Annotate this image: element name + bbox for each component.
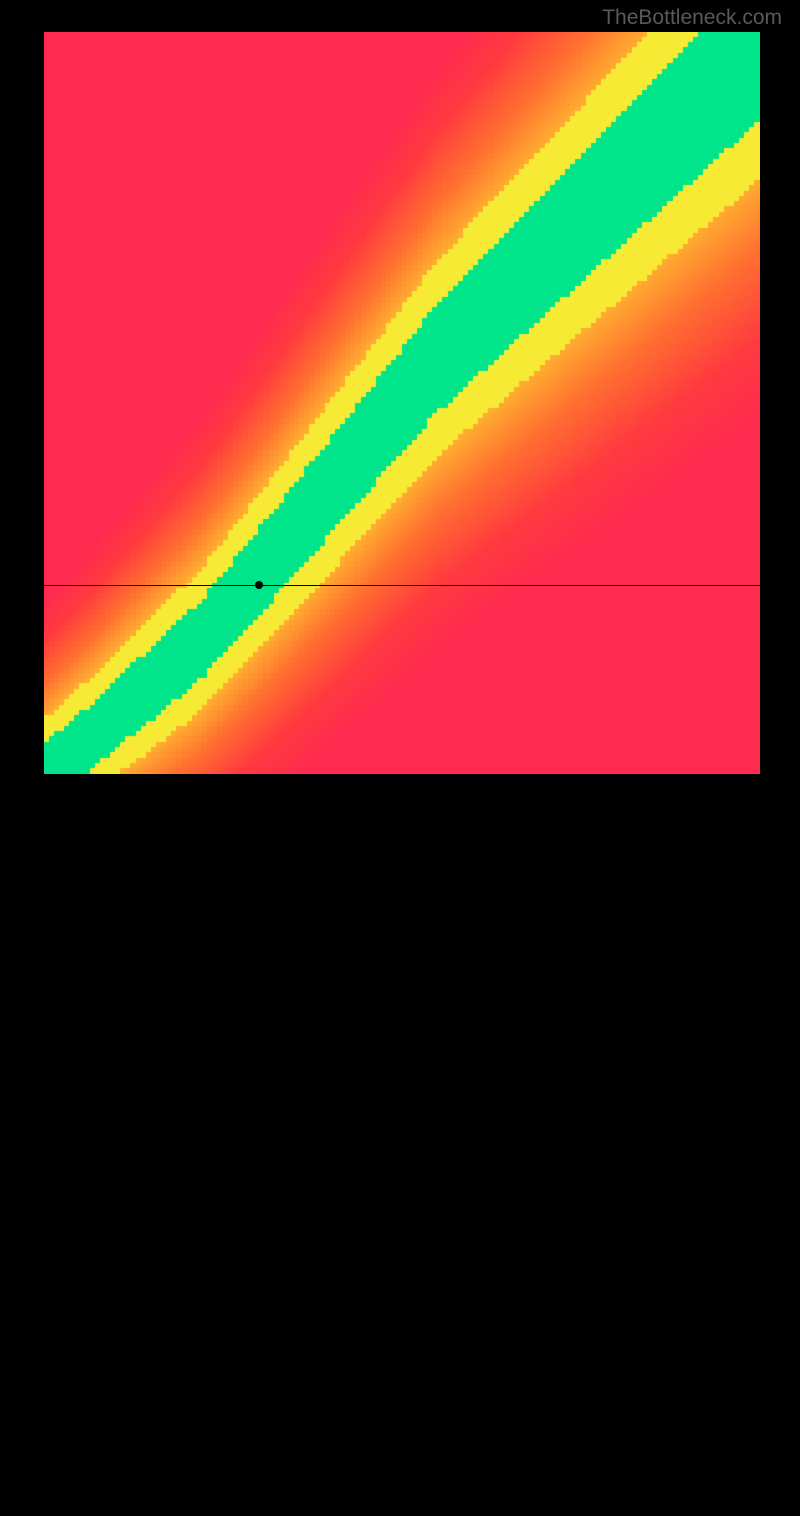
- crosshair-marker-dot: [255, 581, 263, 589]
- bottleneck-heatmap: [44, 32, 760, 774]
- crosshair-vertical: [259, 774, 260, 1516]
- attribution-watermark: TheBottleneck.com: [602, 6, 782, 30]
- crosshair-horizontal: [44, 585, 760, 586]
- heatmap-canvas: [44, 32, 760, 774]
